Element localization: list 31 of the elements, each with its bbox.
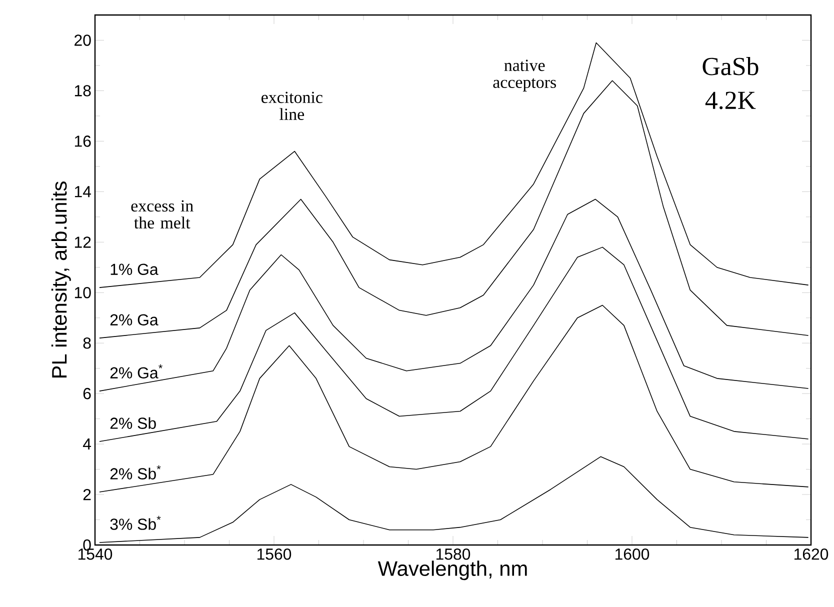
y-tick-label: 4	[82, 438, 92, 450]
y-tick-label: 16	[74, 136, 91, 147]
series-label: 3% Sb$^{*}$	[110, 516, 161, 530]
line-series	[99, 456, 809, 543]
series-label: 2% Ga	[110, 314, 158, 326]
line-series	[99, 198, 809, 392]
annotation: excess in the melt	[131, 200, 194, 229]
y-tick-label: 2	[83, 488, 91, 500]
x-tick-label: 1620	[794, 548, 828, 560]
y-tick-label: 6	[83, 388, 91, 400]
series-label: 2% Ga$^{*}$	[110, 364, 163, 378]
x-tick-label: 1600	[615, 548, 650, 560]
y-axis-title: PL intensity, arb.units	[51, 182, 71, 378]
series-label: 2% Sb$^{*}$	[110, 465, 161, 480]
annotation: GaSb 4.2K	[702, 57, 758, 110]
y-tick-label: 12	[74, 236, 91, 248]
y-tick-label: 8	[83, 337, 91, 349]
y-tick-label: 14	[74, 186, 92, 198]
annotation: native acceptors	[493, 60, 556, 92]
y-tick-label: 18	[74, 85, 91, 96]
y-tick-label: 20	[74, 34, 91, 46]
annotation: excitonic line	[262, 92, 322, 120]
series-label: 2% Sb	[110, 417, 156, 429]
x-tick-label: 1580	[436, 548, 470, 560]
x-axis-title: Wavelength, nm	[378, 560, 527, 580]
series-label: 1% Ga	[110, 264, 158, 276]
x-tick-label: 1540	[78, 548, 112, 560]
y-tick-label: 10	[74, 286, 91, 298]
x-tick-label: 1560	[257, 548, 292, 560]
line-series	[99, 246, 809, 442]
line-series	[99, 304, 809, 492]
